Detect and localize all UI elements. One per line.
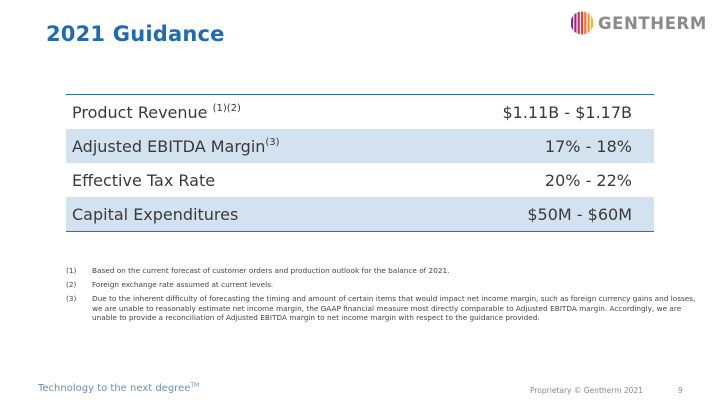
- row-label: Adjusted EBITDA Margin: [72, 136, 266, 156]
- footnote-number: (3): [66, 294, 77, 304]
- footnote-item: (2) Foreign exchange rate assumed at curr…: [66, 280, 701, 289]
- guidance-table: Product Revenue (1)(2) $1.11B - $1.17B Adj…: [66, 94, 654, 232]
- footnote-text: Due to the inherent difficulty of foreca…: [92, 294, 696, 322]
- page-number: 9: [678, 386, 683, 395]
- row-value: $1.11B - $1.17B: [502, 102, 632, 122]
- footnote-item: (3) Due to the inherent difficulty of for…: [66, 294, 701, 322]
- footnote-number: (2): [66, 280, 77, 290]
- tagline: Technology to the next degreeTM: [38, 382, 200, 395]
- row-label-cell: Adjusted EBITDA Margin(3): [66, 129, 409, 163]
- table-row: Product Revenue (1)(2) $1.11B - $1.17B: [66, 95, 654, 130]
- row-footnote-ref: (1)(2): [212, 102, 241, 114]
- row-label-cell: Capital Expenditures: [66, 197, 409, 232]
- footnote-text: Foreign exchange rate assumed at current…: [92, 280, 274, 290]
- slide-title: 2021 Guidance: [46, 22, 225, 46]
- row-label: Capital Expenditures: [72, 204, 239, 224]
- row-label: Effective Tax Rate: [72, 170, 216, 190]
- footnotes: (1) Based on the current forecast of cust…: [66, 266, 701, 327]
- row-label: Product Revenue: [72, 102, 213, 122]
- table-row: Adjusted EBITDA Margin(3) 17% - 18%: [66, 129, 654, 163]
- footnote-number: (1): [66, 266, 77, 275]
- footnote-item: (1) Based on the current forecast of cust…: [66, 266, 701, 275]
- row-label-cell: Product Revenue (1)(2): [66, 95, 408, 130]
- row-value: 20% - 22%: [544, 170, 632, 190]
- table-row: Capital Expenditures $50M - $60M: [66, 197, 654, 232]
- logo-wordmark: GENTHERM: [598, 13, 707, 33]
- tagline-trademark: TM: [190, 382, 200, 389]
- row-label-cell: Effective Tax Rate: [66, 163, 408, 197]
- row-footnote-ref: (3): [265, 136, 280, 148]
- table-row: Effective Tax Rate 20% - 22%: [66, 163, 654, 197]
- row-value: 17% - 18%: [408, 129, 654, 163]
- copyright-text: Proprietary © Gentherm 2021: [530, 386, 643, 395]
- row-value: $50M - $60M: [408, 197, 654, 232]
- gentherm-logo: GENTHERM: [569, 10, 707, 36]
- tagline-text: Technology to the next degree: [38, 383, 191, 394]
- footnote-text: Based on the current forecast of custome…: [92, 266, 450, 275]
- gentherm-logo-icon: [570, 11, 594, 35]
